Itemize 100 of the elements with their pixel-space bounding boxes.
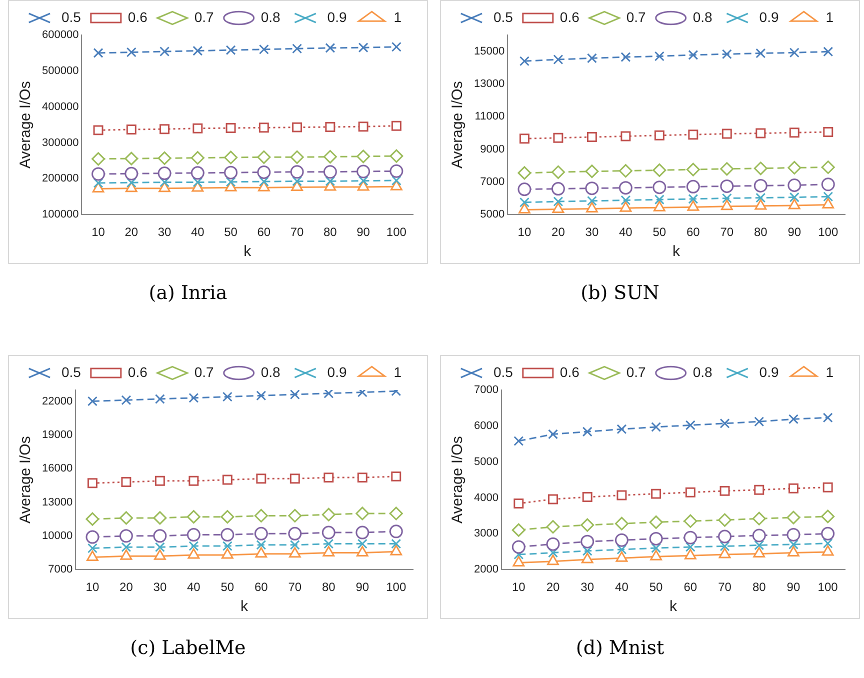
- x-tick-label: 90: [356, 225, 370, 240]
- point: [119, 511, 133, 525]
- x-tick-label: 70: [290, 225, 304, 240]
- point: [190, 151, 204, 165]
- y-tick-label: 6000: [474, 420, 498, 432]
- point: [258, 122, 269, 133]
- point: [93, 178, 104, 188]
- point: [190, 166, 204, 180]
- point: [358, 122, 368, 132]
- point: [288, 547, 301, 558]
- legend-label: 0.5: [61, 8, 82, 25]
- x-tick-label: 80: [752, 580, 766, 594]
- point: [390, 149, 404, 163]
- point: [124, 166, 138, 180]
- point: [357, 472, 368, 483]
- y-tick-label: 200000: [42, 172, 79, 185]
- point: [188, 548, 200, 559]
- legend-label: 0.9: [327, 364, 347, 380]
- point: [512, 540, 526, 554]
- point: [356, 164, 370, 178]
- text: (c) LabelMe: [129, 637, 247, 659]
- point: [620, 52, 631, 62]
- point: [519, 197, 530, 208]
- point: [789, 192, 800, 202]
- point: [821, 160, 835, 174]
- x-tick-label: 20: [124, 225, 138, 240]
- point: [718, 530, 732, 544]
- point: [325, 122, 336, 132]
- point: [614, 516, 628, 530]
- point: [186, 528, 200, 542]
- point: [616, 551, 628, 562]
- point: [821, 178, 835, 192]
- point: [822, 412, 833, 423]
- point: [822, 545, 834, 556]
- x-tick-label: 20: [546, 580, 560, 594]
- point: [685, 420, 696, 430]
- point: [220, 528, 234, 542]
- point: [221, 548, 234, 559]
- point: [258, 180, 270, 192]
- point: [614, 533, 628, 547]
- point: [322, 526, 336, 540]
- x-tick-label: 20: [552, 225, 566, 240]
- point: [618, 164, 632, 178]
- y-tick-label: 10000: [42, 530, 73, 542]
- x-tick-label: 50: [224, 225, 238, 240]
- y-tick-label: 5000: [480, 208, 505, 221]
- x-tick-label: 100: [818, 225, 838, 240]
- point: [390, 544, 402, 556]
- point: [686, 162, 700, 176]
- point: [547, 554, 559, 566]
- x-tick-label: 20: [120, 580, 134, 594]
- x-tick-label: 60: [254, 580, 268, 594]
- point: [391, 471, 402, 482]
- point: [649, 515, 663, 529]
- point: [222, 392, 232, 402]
- point: [688, 50, 698, 60]
- x-tick-label: 40: [190, 225, 205, 240]
- point: [823, 192, 834, 202]
- point: [684, 548, 696, 560]
- point: [158, 182, 170, 192]
- point: [582, 492, 592, 502]
- point: [87, 478, 98, 488]
- y-axis-title: Average I/Os: [449, 436, 466, 524]
- point: [518, 166, 532, 180]
- point: [86, 550, 98, 562]
- point: [188, 476, 199, 486]
- point: [158, 166, 172, 180]
- x-tick-label: 10: [86, 580, 100, 594]
- point: [718, 513, 732, 527]
- point: [153, 529, 167, 543]
- point: [788, 539, 798, 550]
- point: [324, 538, 334, 549]
- point: [92, 152, 106, 166]
- point: [752, 512, 766, 526]
- point: [686, 180, 700, 194]
- y-tick-label: 7000: [48, 564, 73, 576]
- point: [154, 394, 165, 404]
- point: [586, 196, 597, 206]
- point: [356, 526, 370, 540]
- point: [391, 175, 402, 186]
- x-tick-label: 50: [652, 225, 666, 240]
- point: [684, 530, 698, 544]
- point: [120, 549, 132, 560]
- point: [256, 540, 266, 550]
- point: [391, 42, 402, 52]
- y-tick-label: 400000: [42, 100, 79, 113]
- x-tick-label: 100: [386, 580, 406, 594]
- point: [756, 48, 766, 58]
- text: (b) SUN: [580, 282, 660, 304]
- point: [546, 537, 560, 551]
- point: [389, 524, 403, 538]
- point: [92, 167, 106, 181]
- x-tick-label: 40: [187, 580, 201, 594]
- point: [546, 520, 560, 534]
- point: [154, 542, 165, 552]
- point: [257, 165, 271, 179]
- point: [254, 526, 268, 540]
- x-tick-label: 90: [356, 580, 370, 594]
- point: [649, 532, 663, 546]
- point: [754, 484, 764, 495]
